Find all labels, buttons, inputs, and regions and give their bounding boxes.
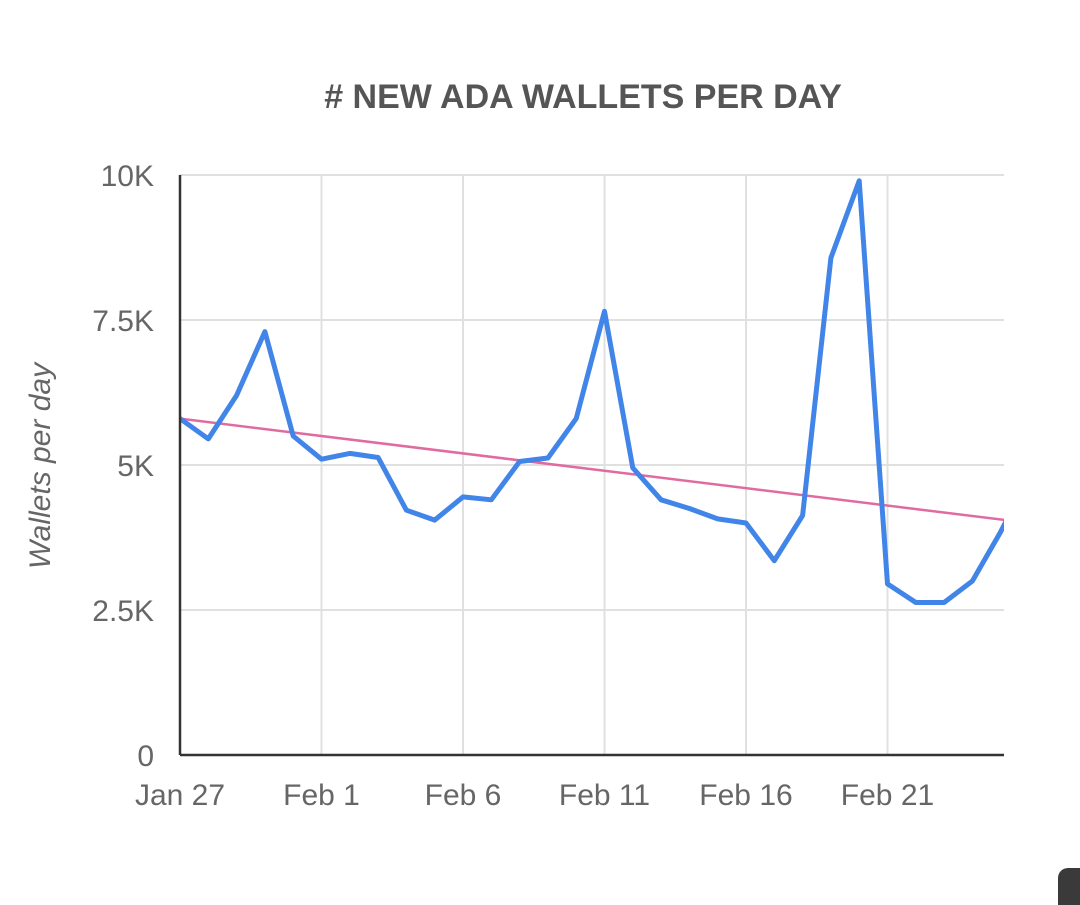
data-point: [998, 529, 1003, 534]
data-point: [913, 600, 918, 605]
y-tick-label: 7.5K: [92, 305, 154, 338]
data-point: [885, 581, 890, 586]
data-point: [772, 558, 777, 563]
chart-title: # NEW ADA WALLETS PER DAY: [324, 78, 842, 116]
grid: [180, 174, 1004, 755]
y-tick-label: 0: [137, 740, 154, 773]
data-point: [404, 508, 409, 513]
data-point: [291, 434, 296, 439]
data-point: [744, 521, 749, 526]
data-point: [687, 506, 692, 511]
x-tick-label: Feb 16: [699, 779, 792, 812]
y-tick-label: 5K: [117, 450, 154, 483]
data-point: [942, 600, 947, 605]
data-point: [715, 516, 720, 521]
corner-handle: [1058, 868, 1080, 905]
y-axis-label: Wallets per day: [24, 361, 57, 569]
data-point: [376, 455, 381, 460]
series-line: [180, 178, 1004, 605]
data-point: [461, 494, 466, 499]
series-layer: [180, 178, 1032, 605]
data-point: [1027, 474, 1032, 479]
data-point: [234, 393, 239, 398]
trend-line: [180, 417, 1004, 522]
data-point: [630, 465, 635, 470]
y-tick-label: 2.5K: [92, 595, 154, 628]
y-tick-label: 10K: [101, 160, 154, 193]
data-point: [574, 416, 579, 421]
data-point: [432, 518, 437, 523]
x-tick-label: Feb 21: [841, 779, 934, 812]
data-point: [319, 457, 324, 462]
x-tick-label: Feb 6: [425, 779, 502, 812]
data-point: [828, 255, 833, 260]
data-point: [517, 459, 522, 464]
data-point: [545, 456, 550, 461]
tick-labels: 0 2.5K 5K 7.5K 10K Jan 27 Feb 1 Feb 6 Feb 11 Feb …: [92, 160, 934, 812]
data-point: [659, 497, 664, 502]
data-point: [347, 451, 352, 456]
x-tick-label: Jan 27: [135, 779, 225, 812]
data-point: [970, 579, 975, 584]
data-point: [262, 329, 267, 334]
x-tick-label: Feb 11: [559, 779, 650, 812]
x-tick-label: Feb 1: [283, 779, 360, 812]
data-point: [489, 497, 494, 502]
data-point: [857, 178, 862, 183]
data-point: [206, 436, 211, 441]
data-point: [602, 309, 607, 314]
data-point: [800, 513, 805, 518]
